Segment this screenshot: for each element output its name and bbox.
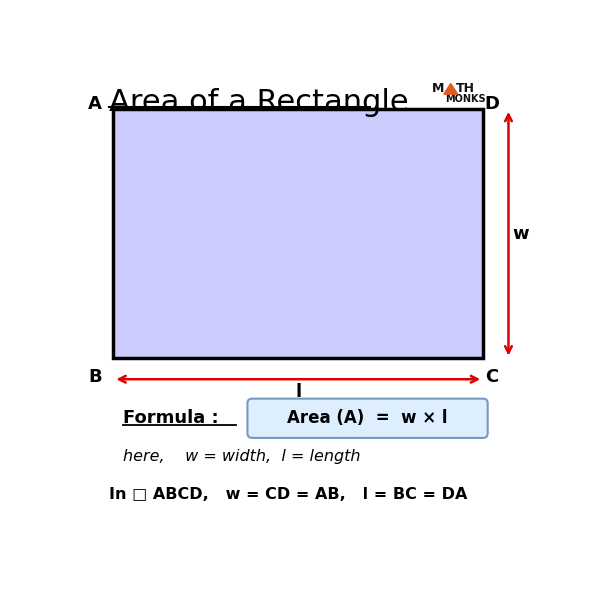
Text: B: B (88, 368, 102, 386)
Bar (113, 109, 483, 358)
Text: M: M (432, 82, 445, 95)
Text: In □ ABCD,   w = CD = AB,   l = BC = DA: In □ ABCD, w = CD = AB, l = BC = DA (109, 487, 467, 502)
Text: w: w (512, 224, 529, 242)
Text: here,    w = width,  l = length: here, w = width, l = length (123, 449, 360, 464)
FancyBboxPatch shape (247, 398, 488, 438)
Text: l: l (295, 383, 301, 401)
Text: Area of a Rectangle: Area of a Rectangle (109, 88, 409, 117)
Text: Formula :: Formula : (123, 409, 218, 427)
Text: TH: TH (456, 82, 475, 95)
Text: C: C (485, 368, 498, 386)
Polygon shape (444, 83, 458, 94)
Text: D: D (484, 95, 499, 113)
Text: MONKS: MONKS (445, 94, 485, 104)
Text: Area (A)  =  w × l: Area (A) = w × l (287, 409, 448, 427)
Text: A: A (88, 95, 102, 113)
